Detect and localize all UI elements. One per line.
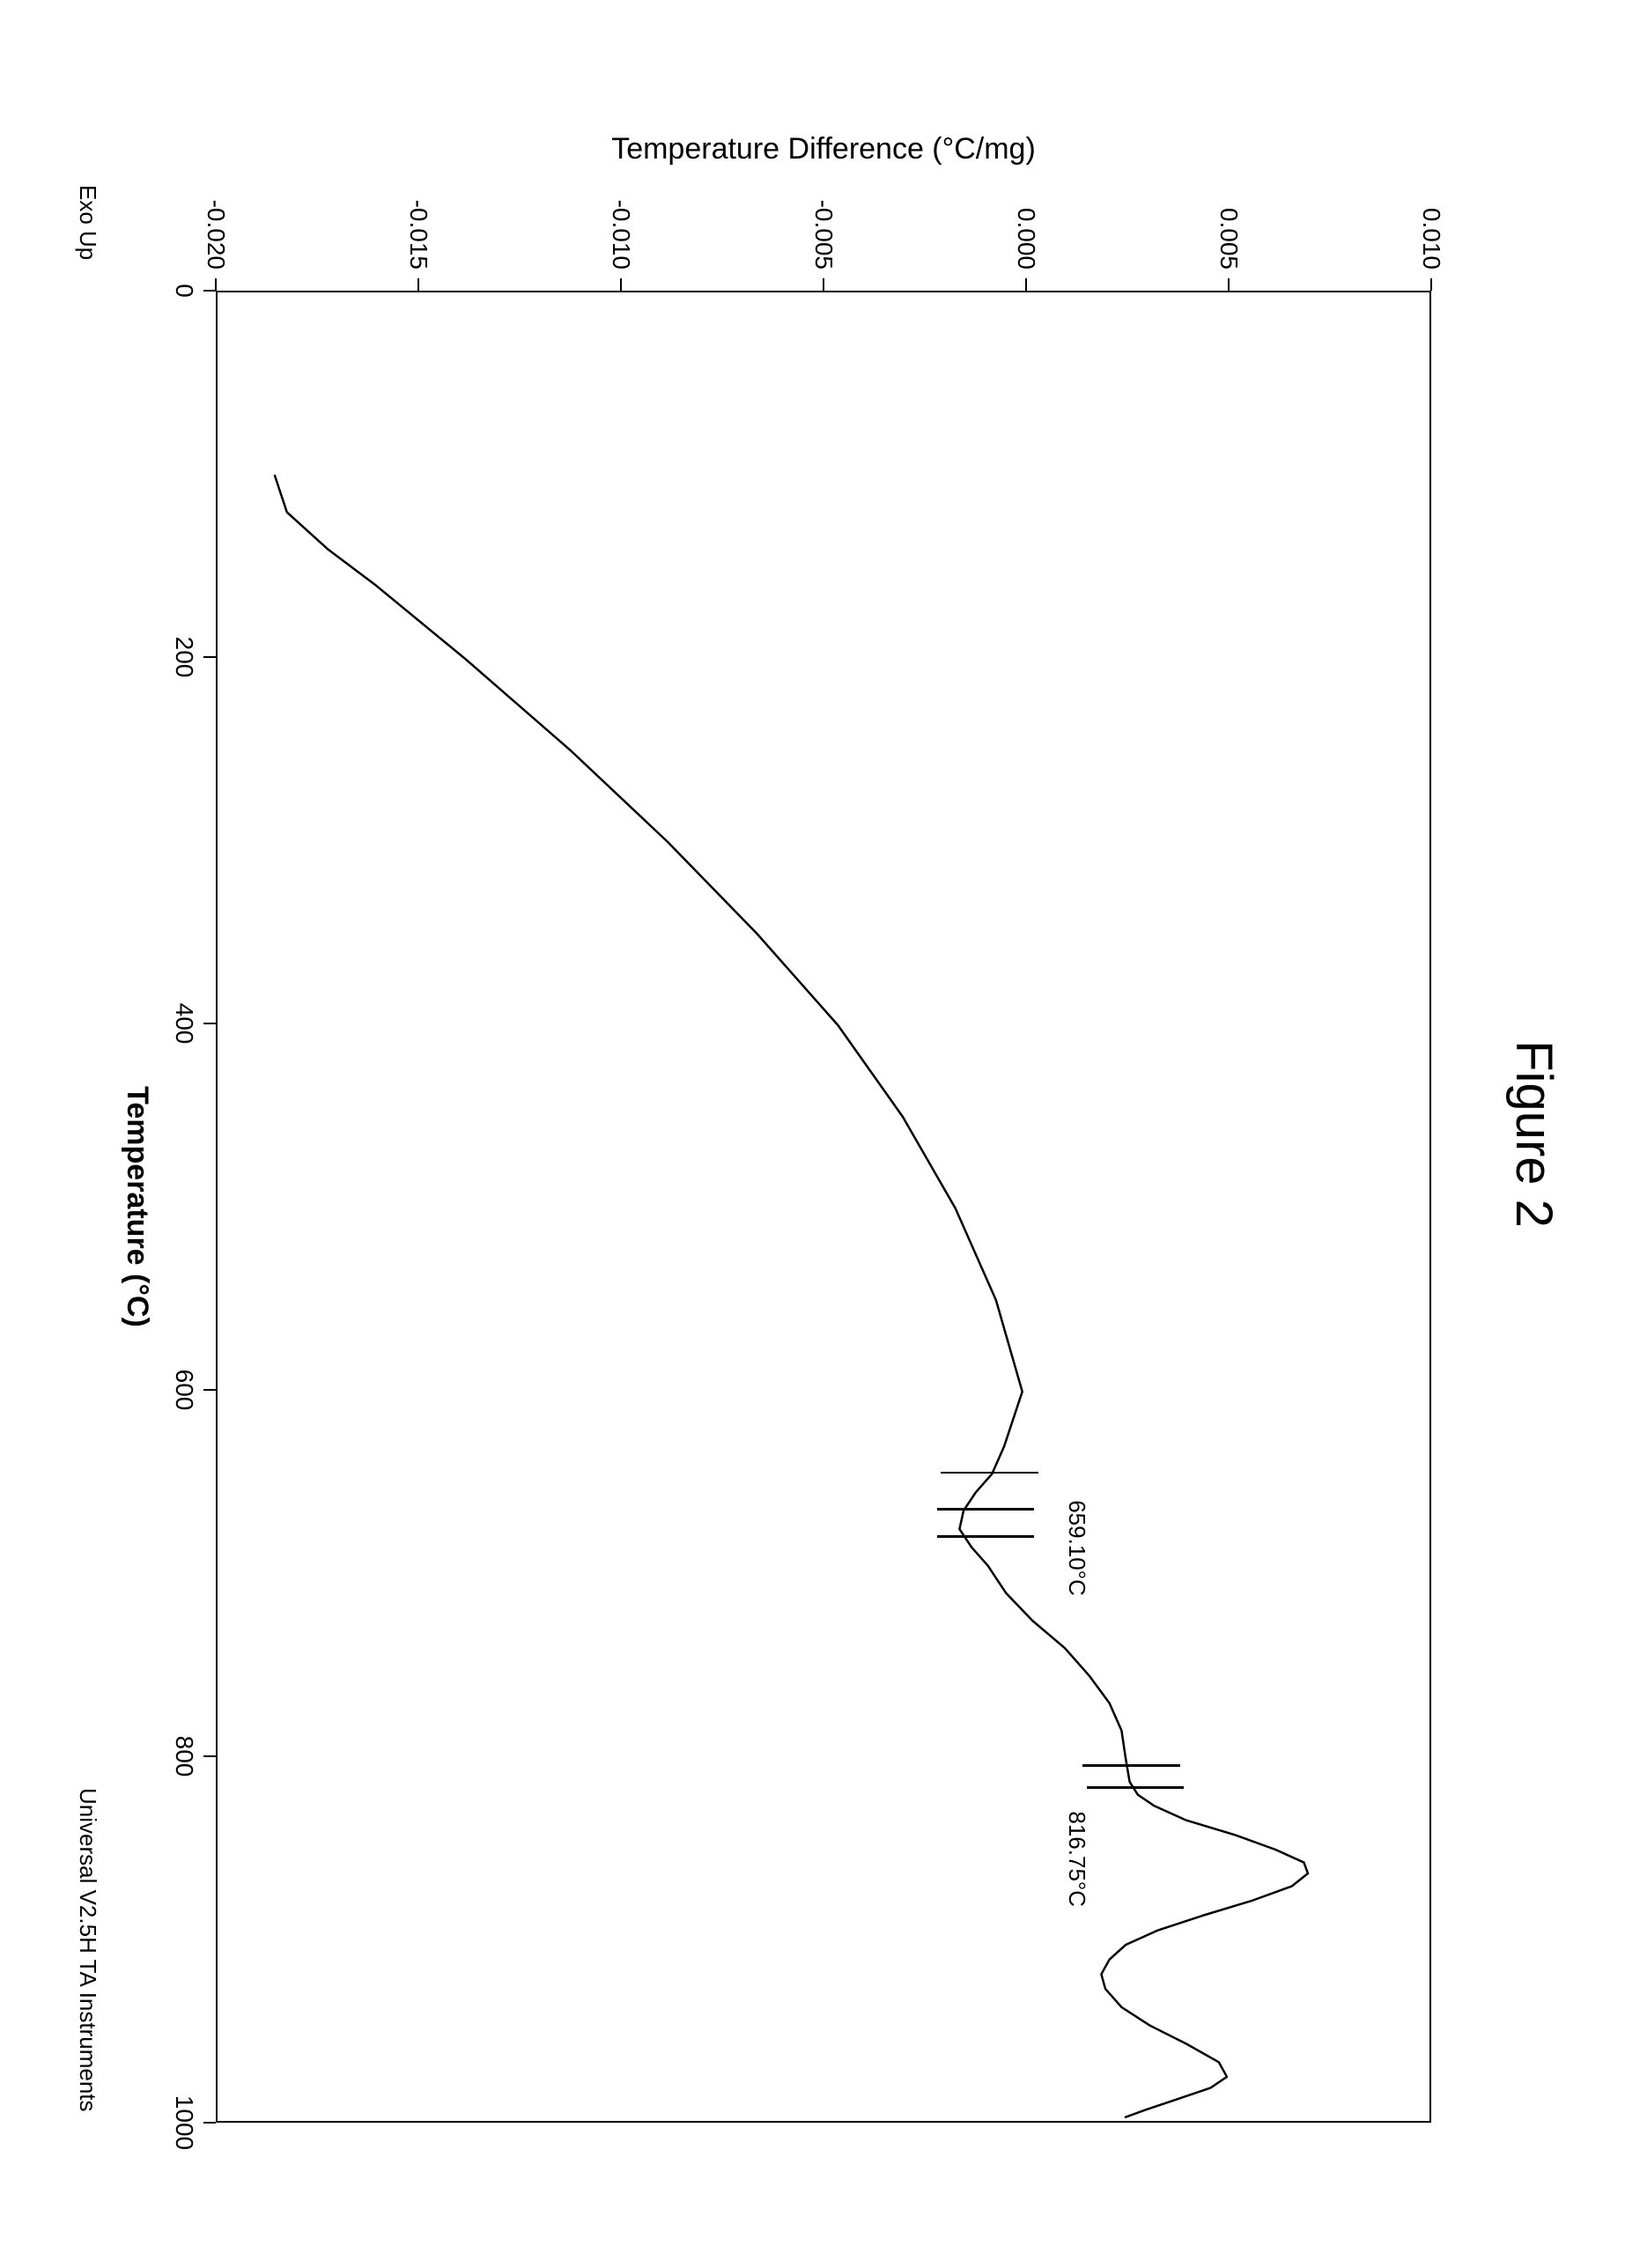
y-tick-label: -0.010 (607, 181, 635, 270)
annotation-marker (1082, 1764, 1179, 1767)
x-tick-label: 1000 (170, 2087, 198, 2158)
annotation-marker (1087, 1786, 1184, 1789)
landscape-content: Figure 2 0 200 400 600 800 1000 -0.020 -0.015 -… (0, 0, 1625, 2268)
x-tick-label: 800 (170, 1721, 198, 1791)
x-tick (203, 290, 216, 292)
x-tick (203, 2122, 216, 2124)
x-axis-label: Temperature (°C) (120, 291, 154, 2123)
x-tick-label: 400 (170, 988, 198, 1059)
annotation-marker (937, 1535, 1034, 1538)
y-tick-label: 0.005 (1215, 181, 1243, 270)
plot-area (216, 291, 1431, 2123)
y-axis-label: Temperature Difference (°C/mg) (216, 132, 1431, 166)
x-tick (203, 1023, 216, 1024)
y-tick (1430, 278, 1432, 291)
peak-annotation: 659.10°C (1063, 1500, 1090, 1596)
y-tick (417, 278, 419, 291)
y-tick (1228, 278, 1230, 291)
x-tick (203, 1389, 216, 1391)
x-tick-label: 200 (170, 622, 198, 692)
x-tick-label: 0 (170, 255, 198, 326)
annotation-marker (941, 1472, 1038, 1474)
y-tick (1025, 278, 1027, 291)
page: Figure 2 0 200 400 600 800 1000 -0.020 -0.015 -… (0, 0, 1625, 2268)
x-tick (203, 656, 216, 658)
x-tick-label: 600 (170, 1355, 198, 1425)
x-tick (203, 1755, 216, 1757)
y-tick-label: 0.000 (1012, 181, 1040, 270)
annotation-marker (937, 1508, 1034, 1511)
y-tick-label: -0.005 (809, 181, 838, 270)
y-tick (215, 278, 217, 291)
figure-title: Figure 2 (1504, 0, 1563, 2268)
footer-instrument: Universal V2.5H TA Instruments (74, 1788, 101, 2112)
footer-exo-up: Exo Up (74, 185, 101, 260)
dsc-curve (214, 292, 1429, 2124)
peak-annotation: 816.75°C (1063, 1811, 1090, 1907)
y-tick-label: -0.020 (202, 181, 230, 270)
y-tick-label: 0.010 (1417, 181, 1445, 270)
y-tick-label: -0.015 (404, 181, 432, 270)
y-tick (620, 278, 622, 291)
y-tick (823, 278, 824, 291)
